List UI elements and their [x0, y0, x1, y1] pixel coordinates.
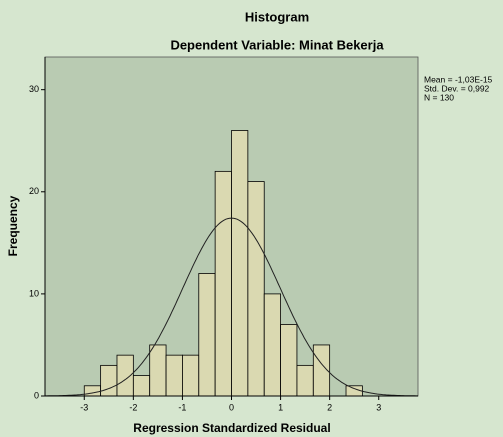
- bar: [296, 364, 314, 397]
- x-tick-label: 2: [327, 402, 332, 412]
- x-tick-label: 3: [376, 402, 381, 412]
- y-tick-label: 30: [29, 84, 39, 94]
- bar: [182, 354, 200, 397]
- bar: [149, 344, 167, 397]
- bar: [83, 385, 102, 397]
- chart-subtitle: Dependent Variable: Minat Bekerja: [170, 37, 384, 52]
- y-tick-label: 10: [29, 288, 39, 298]
- bar: [280, 324, 298, 397]
- y-tick-label: 20: [29, 186, 39, 196]
- stat-label: N = 130: [424, 92, 454, 102]
- stat-label: Mean = -1,03E-15: [424, 74, 493, 84]
- y-axis-label: Frequency: [6, 195, 20, 256]
- bar: [214, 170, 232, 397]
- y-tick-label: 0: [34, 390, 39, 400]
- bar: [247, 181, 265, 397]
- stat-label: Std. Dev. = 0,992: [424, 83, 490, 93]
- x-tick-label: -3: [80, 402, 88, 412]
- bar: [198, 273, 216, 397]
- x-tick-label: 1: [278, 402, 283, 412]
- bar: [263, 293, 281, 397]
- chart-title: Histogram: [245, 9, 309, 24]
- bar: [132, 375, 151, 397]
- bar: [100, 364, 118, 397]
- x-axis-label: Regression Standardized Residual: [133, 421, 330, 435]
- x-tick-label: 0: [229, 402, 234, 412]
- bar: [165, 354, 183, 397]
- normal-curve: [45, 217, 418, 397]
- x-tick-label: -2: [129, 402, 137, 412]
- bar: [231, 130, 249, 397]
- x-tick-label: -1: [178, 402, 186, 412]
